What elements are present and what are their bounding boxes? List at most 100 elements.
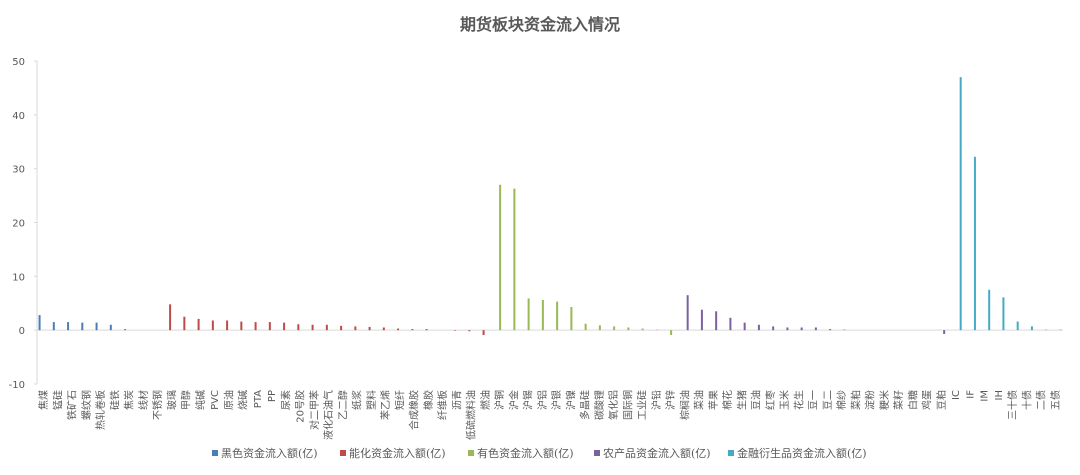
x-tick-label: 沪银 <box>550 390 563 410</box>
bar <box>382 327 385 331</box>
x-tick-label: 铁矿石 <box>66 390 79 420</box>
bar <box>829 329 832 331</box>
bar <box>297 324 300 331</box>
bar <box>513 188 516 331</box>
bar <box>641 328 644 331</box>
bar <box>772 326 775 331</box>
x-tick-label: 原油 <box>222 390 235 410</box>
x-tick-label: 工业硅 <box>636 390 649 420</box>
bar <box>499 184 502 331</box>
x-tick-label: 燃油 <box>479 390 492 410</box>
bar <box>268 322 271 331</box>
bar <box>757 324 760 331</box>
x-tick-label: PP <box>267 390 278 402</box>
y-tick-label: 40 <box>12 111 25 122</box>
x-tick-label: 生猪 <box>735 390 748 410</box>
bar <box>354 326 357 331</box>
bar <box>38 315 41 331</box>
x-tick-label: 不锈钢 <box>151 390 164 420</box>
bar <box>800 327 803 331</box>
x-tick-label: 多晶硅 <box>579 390 592 420</box>
x-tick-label: IH <box>994 390 1005 400</box>
bar <box>556 301 559 331</box>
bar <box>613 326 616 331</box>
y-tick-label: -10 <box>9 380 25 391</box>
x-tick-label: 鸡蛋 <box>921 390 934 410</box>
x-tick-label: 三十债 <box>1006 390 1019 420</box>
legend-label: 金融衍生品资金流入额(亿) <box>737 446 867 460</box>
x-tick-label: 豆油 <box>750 390 763 410</box>
x-tick-label: 豆一 <box>808 390 820 410</box>
x-tick-label: 低硫燃料油 <box>465 390 478 440</box>
bar <box>1030 326 1033 331</box>
bar <box>598 325 601 331</box>
bar <box>254 322 257 331</box>
x-tick-label: 菜籽 <box>893 390 905 410</box>
x-tick-label: 红枣 <box>764 390 777 410</box>
bar <box>1045 329 1048 331</box>
x-tick-label: PVC <box>210 390 221 410</box>
bar <box>109 324 112 331</box>
x-tick-label: 短纤 <box>393 390 406 410</box>
bar <box>283 322 286 331</box>
x-tick-label: 豆二 <box>822 390 834 410</box>
bar <box>67 322 70 331</box>
bar <box>425 329 428 331</box>
x-tick-label: 热轧卷板 <box>94 390 107 430</box>
x-tick-label: 二债 <box>1035 390 1048 410</box>
bar <box>240 321 243 331</box>
x-tick-label: 合成橡胶 <box>408 390 421 430</box>
bar <box>1059 329 1062 331</box>
legend-swatch <box>468 450 474 456</box>
x-tick-label: 豆粕 <box>935 390 948 410</box>
bar <box>482 330 485 336</box>
bar <box>311 324 314 331</box>
bar <box>973 156 976 331</box>
bar <box>340 325 343 331</box>
x-tick-label: 沪锡 <box>522 390 535 410</box>
bar <box>943 330 946 334</box>
x-tick-label: 国际铜 <box>622 390 634 420</box>
x-tick-label: 菜粕 <box>849 390 862 410</box>
legend-label: 能化资金流入额(亿) <box>349 446 446 460</box>
bar <box>52 322 55 331</box>
x-tick-label: 锰硅 <box>51 390 64 410</box>
bar <box>814 327 817 331</box>
x-tick-label: 沪铜 <box>493 390 506 410</box>
x-tick-label: 棉花 <box>721 390 734 410</box>
bar <box>670 330 673 336</box>
bar <box>527 298 530 331</box>
x-tick-label: 棕榈油 <box>678 390 691 420</box>
bar <box>729 317 732 331</box>
x-tick-label: 焦煤 <box>37 390 50 410</box>
legend-swatch <box>212 450 218 456</box>
x-tick-label: PTA <box>253 390 264 408</box>
x-tick-label: 菜油 <box>693 390 706 410</box>
x-tick-label: 氧化铝 <box>607 390 620 420</box>
x-tick-label: 苯乙烯 <box>379 390 392 420</box>
x-tick-label: 纸浆 <box>351 390 364 410</box>
x-tick-label: 花生 <box>792 390 805 410</box>
bar <box>715 311 718 331</box>
x-tick-label: 玉米 <box>778 390 791 410</box>
x-tick-label: 尿素 <box>279 390 292 410</box>
bar <box>226 320 229 331</box>
bar <box>959 77 962 331</box>
x-tick-label: 碳酸锂 <box>593 390 606 420</box>
bar <box>81 322 84 331</box>
bar <box>1016 321 1019 331</box>
bar <box>686 295 689 331</box>
bar <box>95 322 98 331</box>
legend-swatch <box>340 450 346 456</box>
legend-label: 有色资金流入额(亿) <box>477 446 574 460</box>
bar <box>211 320 214 331</box>
bar <box>988 289 991 331</box>
bar <box>786 327 789 331</box>
y-tick-label: 20 <box>12 219 25 230</box>
bar <box>169 304 172 331</box>
x-tick-label: 沪铝 <box>536 390 549 410</box>
x-tick-label: 20号胶 <box>294 390 307 423</box>
x-tick-label: IM <box>980 390 991 402</box>
bar <box>411 329 414 331</box>
x-tick-label: 塑料 <box>365 390 378 410</box>
